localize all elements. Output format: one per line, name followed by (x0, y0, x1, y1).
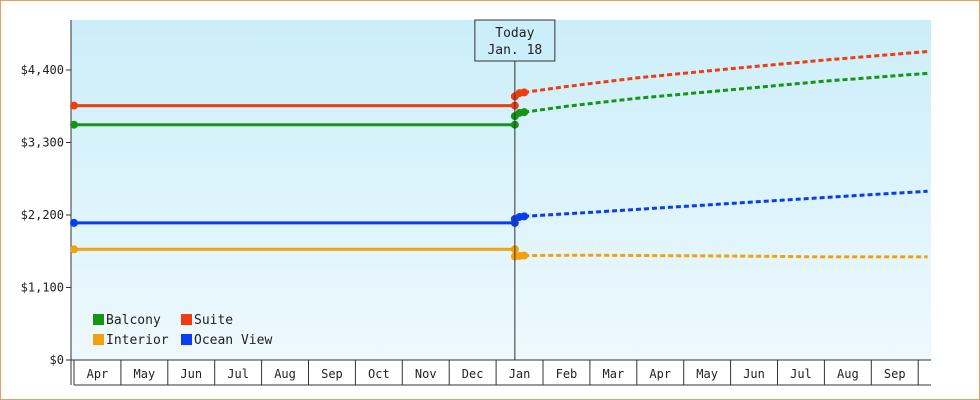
axes: $0 $1,100 $2,200 $3,300 $4,400 Apr May Jun Jul Au… (21, 20, 931, 386)
y-tick-label: $3,300 (21, 136, 64, 150)
y-tick-label: $1,100 (21, 281, 64, 295)
series-ocean-view-point (520, 212, 529, 221)
x-tick-label: Apr (649, 367, 671, 381)
legend-label-suite: Suite (194, 313, 233, 328)
legend-swatch-ocean-view (181, 334, 192, 345)
x-tick-label: Nov (415, 367, 437, 381)
x-tick-label: Jun (743, 367, 765, 381)
today-marker: Today Jan. 18 (474, 19, 556, 360)
x-tick-label: Jul (227, 367, 249, 381)
legend-label-balcony: Balcony (106, 313, 161, 328)
series-lines (70, 50, 928, 261)
legend: Balcony Suite Interior Ocean View (93, 313, 272, 348)
series-suite-forecast (523, 50, 928, 94)
x-tick-label: Feb (556, 367, 578, 381)
today-box (474, 19, 556, 62)
x-tick-label: Jul (790, 367, 812, 381)
legend-label-interior: Interior (106, 333, 169, 348)
legend-swatch-interior (93, 334, 104, 345)
x-tick-label: Jan (509, 367, 531, 381)
today-label: Today (495, 26, 534, 41)
legend-swatch-suite (181, 314, 192, 325)
x-tick-label: Oct (368, 367, 390, 381)
x-tick-label: Mar (603, 367, 625, 381)
series-ocean-view-point (70, 218, 78, 227)
x-tick-label: May (696, 367, 718, 381)
x-tick-label: Apr (87, 367, 109, 381)
x-tick-label: Sep (884, 367, 906, 381)
series-interior-point (70, 245, 78, 254)
legend-label-ocean-view: Ocean View (194, 333, 272, 348)
y-tick-label: $0 (50, 353, 64, 367)
x-tick-label: Dec (462, 367, 484, 381)
y-tick-label: $2,200 (21, 208, 64, 222)
x-tick-label: Aug (274, 367, 296, 381)
series-interior-point (520, 251, 529, 260)
series-balcony-point (520, 108, 529, 117)
x-tick-label: May (134, 367, 156, 381)
series-balcony-forecast (523, 71, 928, 114)
x-tick-label: Aug (837, 367, 859, 381)
plot-background (71, 20, 931, 360)
legend-swatch-balcony (93, 314, 104, 325)
y-tick-label: $4,400 (21, 63, 64, 77)
x-tick-label: Jun (180, 367, 202, 381)
series-suite-point (70, 101, 78, 110)
today-date: Jan. 18 (487, 43, 542, 58)
series-suite-point (520, 88, 529, 97)
x-tick-label: Sep (321, 367, 343, 381)
series-balcony-point (70, 120, 78, 129)
